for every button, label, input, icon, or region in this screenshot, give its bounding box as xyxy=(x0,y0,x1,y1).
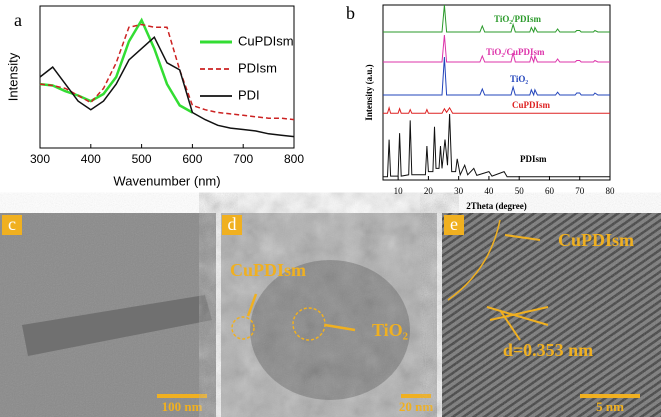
x-tick-label: 800 xyxy=(284,152,304,166)
series-label: TiO₂ xyxy=(510,74,528,84)
x-tick-label: 300 xyxy=(30,152,50,166)
legend-label: PDI xyxy=(238,87,260,102)
x-tick-label: 40 xyxy=(484,186,494,196)
x-tick-label: 500 xyxy=(132,152,152,166)
legend-label: PDIsm xyxy=(238,60,277,75)
series-line xyxy=(383,34,610,64)
series-line xyxy=(383,4,610,34)
annotation: d=0.353 nm xyxy=(503,340,593,360)
x-axis-label: 2Theta (degree) xyxy=(466,201,527,211)
annotation: CuPDIsm xyxy=(230,260,306,280)
series-label: TiO₂/PDIsm xyxy=(494,14,542,24)
x-tick-label: 80 xyxy=(606,186,616,196)
plot-frame xyxy=(382,4,611,181)
series-label: PDIsm xyxy=(520,154,547,164)
series-label: CuPDIsm xyxy=(512,100,551,110)
x-tick-label: 700 xyxy=(233,152,253,166)
tem-image-c: c 100 nm xyxy=(0,213,216,417)
panel-label: d xyxy=(228,214,237,234)
tem-image-d: d CuPDIsm TiO₂ 20 nm xyxy=(221,213,437,417)
scale-bar-label: 5 nm xyxy=(596,399,624,414)
panel-label: a xyxy=(14,10,22,30)
annotation: TiO₂ xyxy=(372,320,408,340)
hrtem-image-e: e CuPDIsm d=0.353 nm 5 nm xyxy=(442,213,661,417)
x-tick-label: 400 xyxy=(81,152,101,166)
series-line xyxy=(39,17,194,114)
x-axis-label: Wavenumber (nm) xyxy=(113,173,220,188)
x-tick-label: 20 xyxy=(424,186,434,196)
series-line xyxy=(39,23,295,121)
series-line xyxy=(383,105,610,114)
x-tick-label: 70 xyxy=(575,186,585,196)
legend-label: CuPDIsm xyxy=(238,33,294,48)
series-line xyxy=(383,113,610,178)
series-line xyxy=(383,56,610,97)
x-tick-label: 60 xyxy=(545,186,555,196)
panel-label: e xyxy=(450,214,458,234)
x-tick-label: 50 xyxy=(515,186,525,196)
x-tick-label: 30 xyxy=(454,186,464,196)
panel-label: b xyxy=(346,3,355,23)
annotation: CuPDIsm xyxy=(558,230,634,250)
y-axis-label: Intensity xyxy=(5,52,20,101)
series-label: TiO₂/CuPDIsm xyxy=(486,47,545,57)
y-axis-label: Intensity (a.u.) xyxy=(364,64,374,120)
series-line xyxy=(39,35,295,138)
x-tick-label: 600 xyxy=(182,152,202,166)
x-tick-label: 10 xyxy=(394,186,404,196)
scale-bar-label: 100 nm xyxy=(162,399,203,414)
scale-bar-label: 20 nm xyxy=(399,399,433,414)
panel-label: c xyxy=(8,214,16,234)
